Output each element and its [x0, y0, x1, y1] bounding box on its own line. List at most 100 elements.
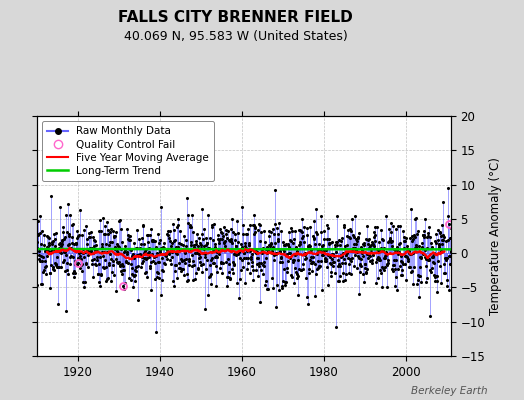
Point — [424, 230, 432, 236]
Point — [286, 237, 294, 244]
Point — [302, 255, 310, 261]
Point — [69, 270, 78, 276]
Point — [232, 252, 241, 258]
Point — [328, 251, 336, 257]
Point — [395, 241, 403, 247]
Point — [213, 269, 221, 275]
Point — [378, 247, 387, 253]
Point — [200, 243, 209, 249]
Point — [116, 216, 124, 223]
Point — [199, 261, 207, 267]
Point — [140, 254, 148, 261]
Point — [393, 244, 401, 250]
Point — [251, 228, 259, 235]
Point — [118, 239, 126, 246]
Point — [223, 256, 232, 262]
Point — [303, 232, 311, 238]
Point — [437, 248, 445, 254]
Point — [150, 238, 158, 244]
Point — [374, 275, 382, 281]
Point — [189, 228, 198, 235]
Point — [83, 236, 91, 243]
Point — [81, 279, 90, 286]
Point — [401, 235, 410, 241]
Point — [402, 276, 410, 283]
Point — [201, 251, 209, 258]
Point — [259, 263, 268, 270]
Point — [264, 248, 272, 254]
Point — [67, 212, 75, 218]
Point — [84, 252, 92, 258]
Point — [250, 224, 259, 230]
Point — [148, 251, 156, 257]
Point — [372, 232, 380, 238]
Point — [271, 250, 280, 257]
Point — [97, 241, 106, 248]
Point — [53, 264, 62, 270]
Point — [237, 267, 245, 274]
Point — [431, 274, 440, 280]
Point — [113, 259, 122, 265]
Point — [34, 218, 42, 224]
Point — [146, 232, 154, 238]
Point — [298, 216, 306, 222]
Point — [321, 258, 329, 264]
Point — [261, 277, 270, 284]
Point — [330, 242, 339, 248]
Point — [192, 270, 200, 276]
Point — [117, 268, 126, 275]
Point — [264, 246, 272, 253]
Point — [315, 240, 323, 247]
Point — [406, 251, 414, 257]
Point — [347, 227, 355, 234]
Point — [381, 255, 389, 261]
Point — [44, 233, 52, 240]
Point — [384, 260, 392, 266]
Point — [198, 231, 206, 237]
Point — [262, 255, 270, 261]
Point — [101, 256, 109, 263]
Point — [291, 265, 299, 271]
Point — [437, 280, 445, 286]
Point — [450, 264, 458, 270]
Point — [229, 259, 237, 265]
Point — [97, 271, 105, 278]
Point — [303, 225, 311, 231]
Point — [189, 258, 197, 264]
Point — [125, 233, 134, 239]
Point — [278, 284, 287, 291]
Point — [249, 231, 258, 238]
Point — [59, 229, 68, 236]
Point — [394, 251, 402, 258]
Point — [314, 263, 323, 269]
Point — [386, 237, 394, 244]
Point — [323, 225, 332, 231]
Point — [245, 242, 254, 248]
Point — [56, 240, 64, 246]
Point — [194, 235, 203, 241]
Point — [177, 241, 185, 247]
Point — [80, 284, 89, 290]
Point — [343, 250, 351, 257]
Point — [238, 204, 246, 210]
Point — [157, 291, 165, 298]
Point — [345, 234, 354, 241]
Point — [61, 268, 69, 274]
Point — [410, 231, 419, 238]
Point — [89, 274, 97, 280]
Point — [387, 228, 396, 235]
Point — [40, 258, 49, 264]
Point — [408, 232, 416, 239]
Point — [138, 223, 147, 229]
Point — [79, 246, 88, 253]
Point — [110, 234, 118, 240]
Point — [224, 274, 232, 280]
Point — [392, 256, 400, 263]
Point — [390, 257, 398, 263]
Point — [428, 254, 436, 260]
Point — [397, 252, 405, 259]
Point — [335, 260, 343, 267]
Point — [433, 273, 442, 279]
Point — [326, 273, 335, 279]
Point — [178, 266, 187, 272]
